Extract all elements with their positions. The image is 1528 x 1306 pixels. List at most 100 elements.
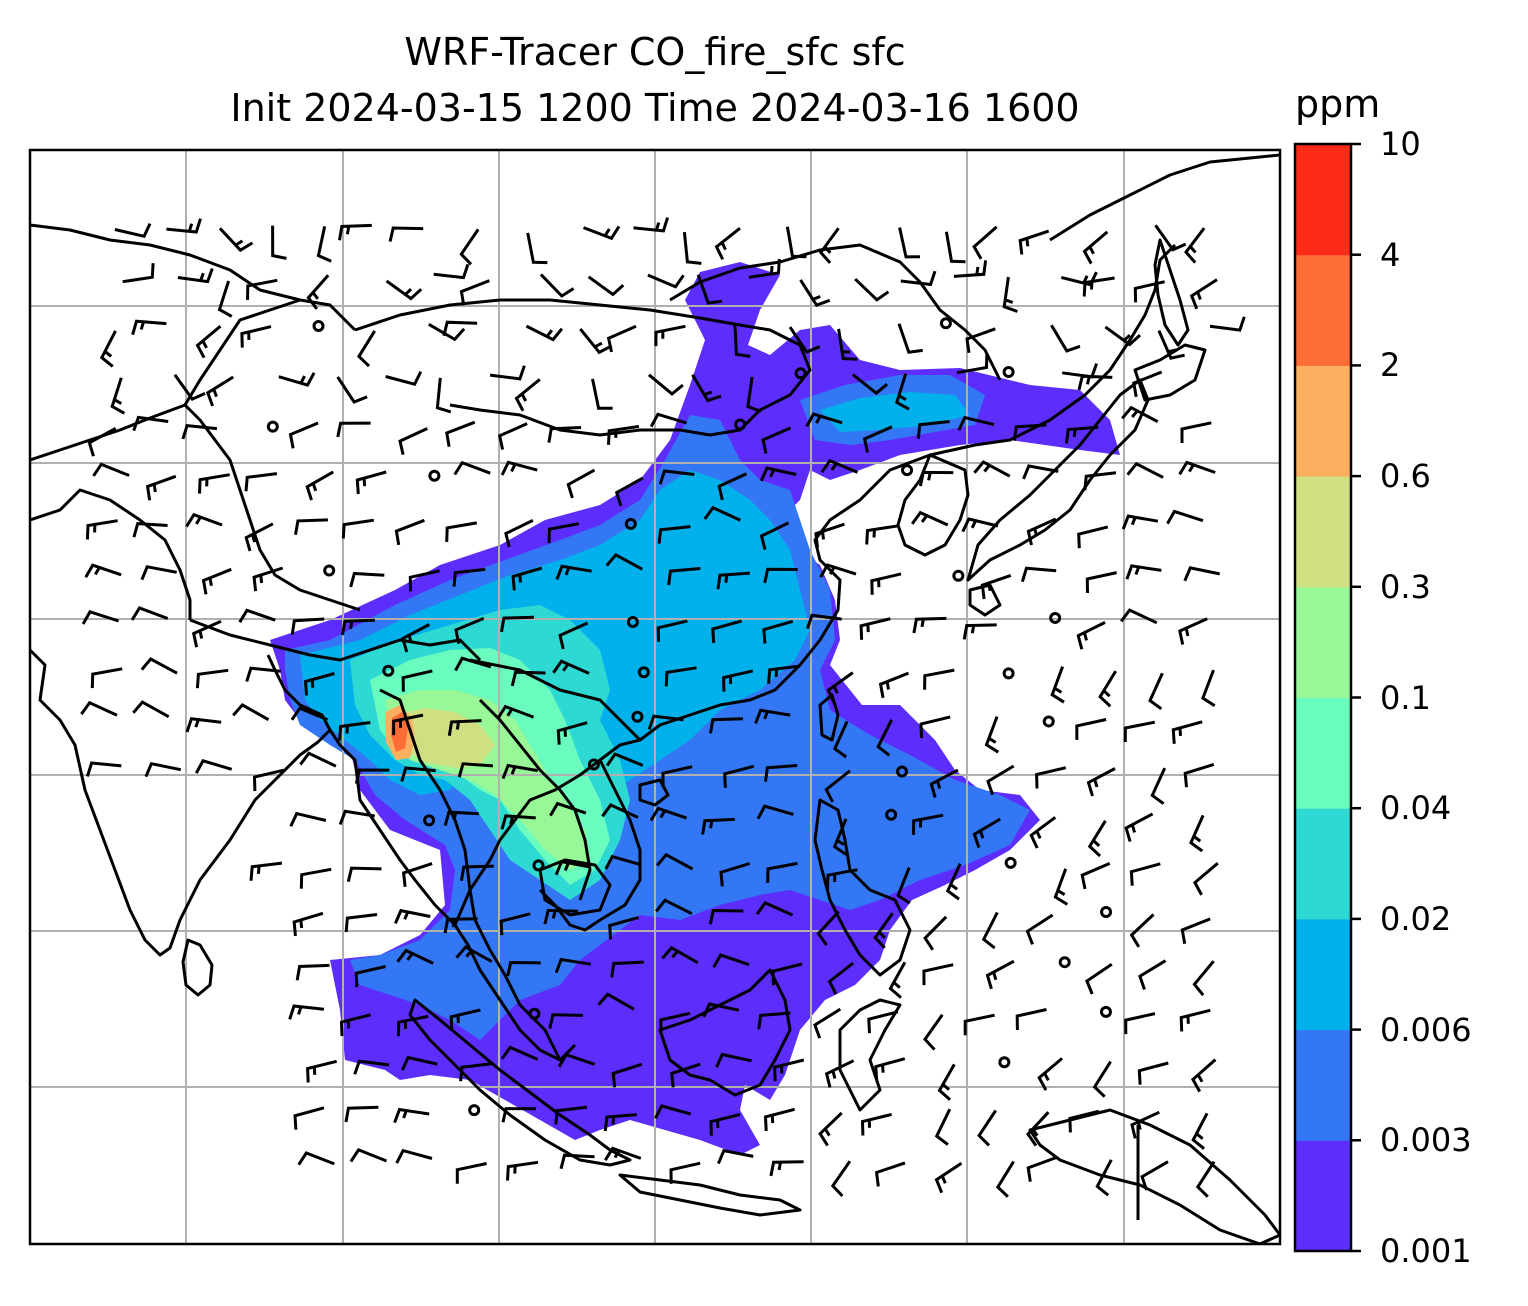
wind-barb (217, 280, 233, 318)
colorbar-segment (1295, 918, 1351, 1031)
wind-barb (851, 373, 889, 396)
wind-barb (604, 1146, 642, 1161)
wind-barb (1123, 720, 1156, 743)
wind-barb (201, 567, 232, 595)
wind-barb (195, 324, 222, 359)
wind-barb (459, 279, 490, 306)
coastline-indochina (453, 243, 1177, 926)
calm-wind-marker (312, 319, 325, 332)
wind-barb (447, 719, 482, 736)
wind-barb (130, 606, 169, 621)
colorbar-tick-label: 0.6 (1380, 457, 1431, 496)
wind-barb (601, 803, 639, 819)
border-thailand-laos (478, 698, 592, 901)
wind-barb (691, 374, 722, 403)
wind-barb (499, 912, 531, 936)
colorbar-tick-label: 0.3 (1380, 567, 1431, 606)
border-kazakhstan (30, 223, 357, 332)
wind-barb (919, 715, 951, 739)
wind-barb (953, 260, 988, 278)
wind-barb (654, 324, 686, 347)
wind-barb (977, 1109, 997, 1147)
wind-barb (658, 469, 695, 485)
wind-barb (748, 258, 781, 279)
wind-barb (1137, 1061, 1169, 1085)
wind-barb (916, 420, 950, 439)
wind-barb (453, 460, 491, 476)
wind-barb (1053, 868, 1069, 906)
wind-barb (1085, 962, 1113, 995)
wind-barb (1050, 666, 1065, 704)
wind-barb (400, 766, 436, 782)
wind-barb (1183, 566, 1220, 582)
wind-barb (338, 223, 372, 241)
wind-barb (1075, 718, 1107, 740)
wind-barb (874, 1057, 906, 1081)
wind-barb (459, 228, 480, 266)
wind-barb (85, 761, 122, 777)
wind-barb (1035, 766, 1067, 789)
wind-barb (607, 424, 640, 445)
coastline-hainan (638, 778, 670, 807)
wind-barb (1020, 566, 1057, 583)
wind-barb (244, 472, 278, 492)
wind-barb (867, 1010, 899, 1034)
wind-barb (788, 326, 821, 354)
wind-barb (832, 818, 848, 856)
wind-barb (603, 1113, 637, 1132)
wind-barb (597, 992, 635, 1011)
wind-barb (755, 901, 794, 917)
wind-barb (99, 330, 117, 368)
wind-barb (709, 717, 743, 734)
wind-barb (526, 232, 548, 265)
calm-wind-marker (896, 765, 909, 778)
wind-barb (1083, 471, 1117, 491)
wind-barb (712, 953, 750, 968)
colorbar-tick-label: 0.006 (1380, 1010, 1472, 1049)
wind-barb (552, 659, 590, 675)
colorbar-unit: ppm (1295, 82, 1381, 126)
calm-wind-marker (794, 367, 807, 380)
map-title: WRF-Tracer CO_fire_sfc sfc (404, 30, 906, 74)
wind-barb (506, 960, 541, 977)
wind-barb (605, 752, 644, 767)
wind-barb (814, 522, 845, 548)
colorbar-tick-label: 0.003 (1380, 1121, 1472, 1160)
wind-barb (344, 913, 378, 933)
wind-barb (923, 668, 955, 690)
wind-barb (195, 668, 229, 689)
wind-barb (395, 1148, 433, 1164)
wind-barb (1025, 913, 1054, 945)
wind-barb (288, 1004, 325, 1020)
calm-wind-marker (998, 1056, 1011, 1069)
wind-barb (717, 472, 748, 501)
wind-barb (1140, 1160, 1169, 1191)
wind-barb (1098, 670, 1117, 708)
wind-barb (442, 320, 478, 337)
calm-wind-marker (1099, 1005, 1112, 1018)
wind-barb (306, 274, 330, 310)
wind-barb (870, 572, 902, 595)
border-himalaya (189, 618, 482, 662)
wind-barb (1104, 325, 1142, 347)
border-china-west (183, 403, 361, 612)
wind-barb (647, 273, 685, 289)
wind-barb (696, 274, 723, 305)
wind-barb (1085, 571, 1117, 594)
wind-barb (818, 1111, 843, 1147)
wind-barb (756, 804, 794, 820)
wind-barb (338, 809, 376, 826)
wind-barb (1189, 278, 1218, 310)
wind-barb (1191, 1058, 1217, 1093)
wind-barb (500, 460, 538, 476)
colorbar-segment (1295, 808, 1351, 920)
calm-wind-marker (901, 464, 914, 477)
wind-barb (500, 615, 534, 633)
wind-barb (240, 325, 272, 348)
wind-barbs (80, 217, 1246, 1198)
wind-barb (305, 470, 334, 501)
coastline-borneo (658, 968, 792, 1097)
wind-barb (525, 324, 564, 342)
wind-barb (1130, 1110, 1160, 1139)
